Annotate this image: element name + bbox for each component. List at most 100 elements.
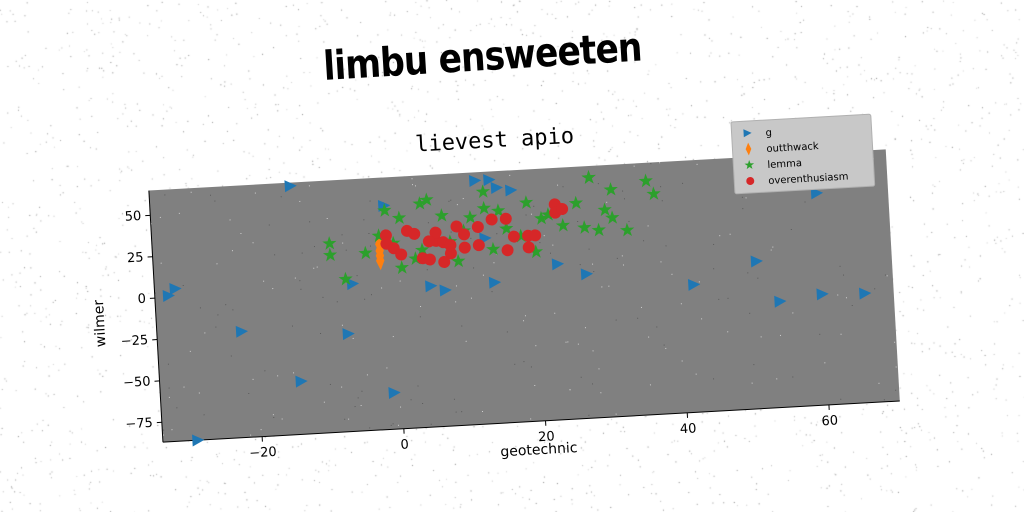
plot-speckle <box>216 263 218 265</box>
plot-speckle <box>183 386 185 388</box>
y-axis-label: wilmer <box>91 299 110 347</box>
point-g <box>580 268 594 281</box>
point-lemma <box>499 221 514 236</box>
plot-speckle <box>215 326 217 328</box>
plot-speckle <box>681 360 683 362</box>
plot-speckle <box>470 237 472 239</box>
plot-speckle <box>649 384 651 386</box>
plot-speckle <box>633 165 635 167</box>
plot-speckle <box>623 198 625 200</box>
plot-speckle <box>277 375 279 377</box>
plot-speckle <box>534 384 536 387</box>
plot-speckle <box>364 298 366 300</box>
plot-speckle <box>381 287 383 289</box>
legend-label-outthwack: outthwack <box>766 141 819 155</box>
plot-speckle <box>344 418 346 420</box>
plot-speckle <box>301 252 303 254</box>
plot-speckle <box>845 297 847 299</box>
plot-speckle <box>455 411 457 413</box>
plot-speckle <box>369 245 372 247</box>
plot-speckle <box>713 268 715 270</box>
plot-speckle <box>523 361 525 363</box>
plot-speckle <box>456 204 458 206</box>
plot-speckle <box>886 275 888 277</box>
plot-speckle <box>682 182 684 184</box>
point-lemma <box>338 271 353 286</box>
plot-speckle <box>320 333 322 335</box>
plot-speckle <box>410 399 412 401</box>
plot-speckle <box>713 243 715 245</box>
plot-speckle <box>263 280 265 282</box>
point-g <box>192 434 205 447</box>
plot-speckle <box>695 373 697 375</box>
plot-speckle <box>299 200 301 202</box>
plot-speckle <box>250 434 252 436</box>
plot-speckle <box>450 199 452 201</box>
point-lemma <box>568 195 584 210</box>
plot-speckle <box>399 280 401 282</box>
plot-speckle <box>493 262 495 264</box>
plot-speckle <box>448 200 450 202</box>
x-axis-line <box>162 400 900 443</box>
plot-speckle <box>225 304 227 306</box>
plot-speckle <box>851 304 853 307</box>
plot-speckle <box>461 411 463 413</box>
plot-speckle <box>628 220 630 222</box>
plot-speckle <box>554 312 556 314</box>
plot-speckle <box>840 333 842 335</box>
point-overenthusiasm <box>438 256 451 269</box>
plot-speckle <box>562 186 564 188</box>
plot-speckle <box>671 273 673 275</box>
plot-speckle <box>772 246 774 248</box>
plot-speckle <box>342 242 344 244</box>
plot-speckle <box>363 219 365 221</box>
point-g <box>468 174 482 187</box>
plot-speckle <box>580 376 582 378</box>
y-tick-label: −25 <box>120 333 148 350</box>
plot-speckle <box>648 336 650 338</box>
plot-speckle <box>348 418 350 420</box>
plot-speckle <box>167 363 169 365</box>
plot-speckle <box>616 257 618 259</box>
point-overenthusiasm <box>423 253 436 266</box>
plot-speckle <box>217 314 219 316</box>
plot-speckle <box>491 291 493 293</box>
point-g <box>346 278 360 291</box>
axes: −20 0 20 40 60 −75 −50 −25 0 25 50 <box>120 190 900 461</box>
y-tick-label: 50 <box>124 209 141 225</box>
plot-speckle <box>643 240 645 242</box>
point-lemma <box>646 186 661 201</box>
plot-speckle <box>455 301 457 303</box>
plot-speckle <box>770 249 772 251</box>
plot-speckle <box>543 235 545 237</box>
plot-speckle <box>422 402 424 405</box>
plot-speckle <box>411 184 414 186</box>
plot-speckle <box>264 370 266 372</box>
x-tick-label: 0 <box>400 437 409 452</box>
point-lemma <box>577 220 592 234</box>
plot-speckle <box>329 383 331 385</box>
point-g <box>816 288 829 301</box>
point-lemma <box>555 218 571 232</box>
plot-speckle <box>592 383 594 385</box>
plot-speckle <box>272 288 274 290</box>
plot-speckle <box>895 389 897 391</box>
point-overenthusiasm <box>408 227 421 240</box>
plot-speckle <box>178 212 180 214</box>
plot-speckle <box>163 429 165 431</box>
point-g <box>169 283 182 296</box>
plot-speckle <box>366 374 368 376</box>
plot-speckles <box>150 154 897 436</box>
legend-marker-g <box>743 129 752 138</box>
point-lemma <box>534 210 549 225</box>
plot-speckle <box>598 368 600 370</box>
plot-speckle <box>819 333 821 335</box>
point-lemma <box>434 208 449 222</box>
point-overenthusiasm <box>458 241 471 254</box>
plot-speckle <box>824 362 826 364</box>
plot-speckle <box>792 376 794 378</box>
x-tick-label: 60 <box>821 413 838 429</box>
point-lemma <box>486 241 501 256</box>
plot-speckle <box>606 201 608 203</box>
plot-speckle <box>230 355 232 357</box>
